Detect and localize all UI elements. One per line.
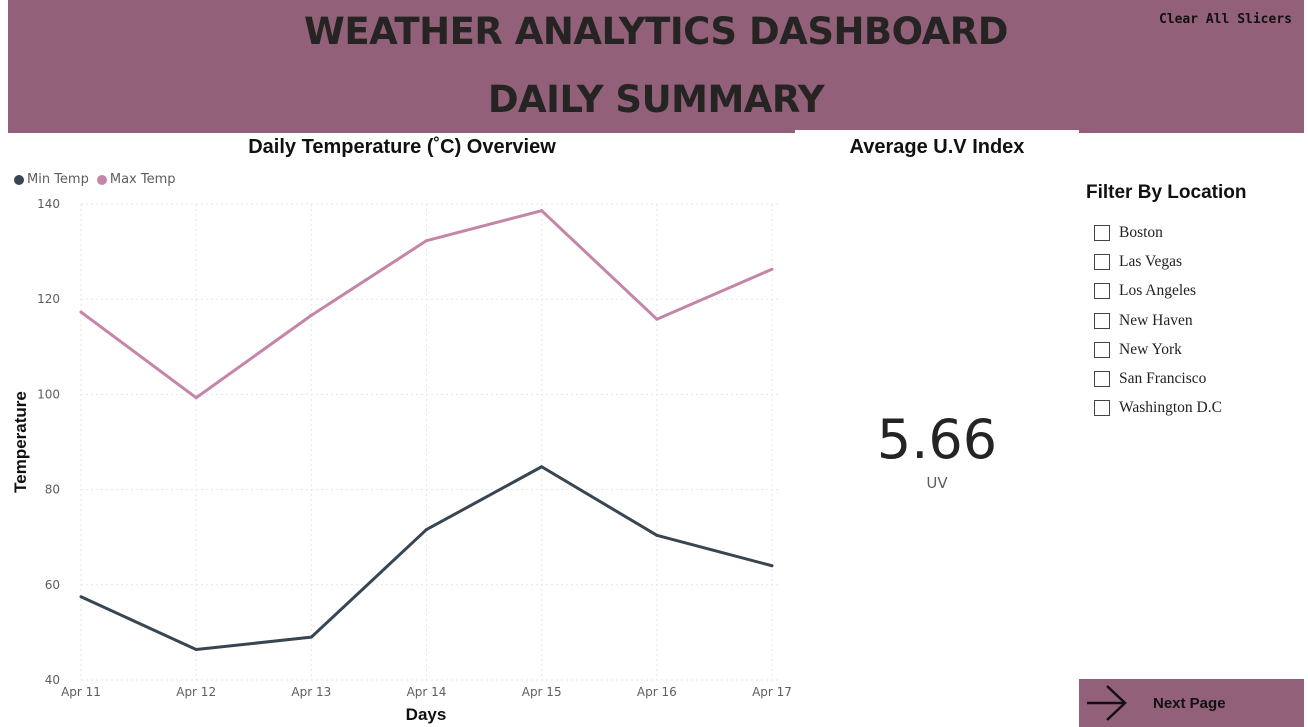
filter-item-label: New Haven [1119, 311, 1193, 329]
checkbox[interactable] [1094, 224, 1110, 241]
data-point [655, 317, 659, 321]
data-point [79, 310, 83, 314]
x-tick-label: Apr 12 [176, 685, 216, 699]
chart-legend: Min Temp Max Temp [14, 172, 176, 187]
x-tick-label: Apr 16 [637, 685, 677, 699]
uv-card-title: Average U.V Index [849, 136, 1025, 158]
data-point [194, 648, 198, 652]
filter-item[interactable]: New York [1094, 335, 1222, 364]
data-point [540, 465, 544, 469]
filter-item[interactable]: Washington D.C [1094, 394, 1222, 423]
checkbox[interactable] [1094, 253, 1110, 270]
legend-marker-min [14, 174, 24, 185]
data-point [425, 239, 428, 243]
checkbox[interactable] [1094, 312, 1110, 329]
chart-title: Daily Temperature (˚C) Overview [248, 136, 556, 158]
x-tick-label: Apr 17 [752, 685, 792, 699]
temperature-line-chart: 40 60 80 100 120 140 Apr 11 Apr 12 Apr 13 Apr 14 A… [11, 197, 792, 724]
legend-item-max-temp[interactable]: Max Temp [96, 172, 176, 187]
legend-marker-max [96, 174, 107, 185]
legend-label-min: Min Temp [27, 172, 89, 187]
data-point [79, 595, 83, 599]
y-tick-label: 80 [45, 483, 60, 497]
uv-value: 5.66 [876, 408, 998, 471]
dashboard-title: WEATHER ANALYTICS DASHBOARD [304, 10, 1008, 53]
filter-item[interactable]: Las Vegas [1094, 247, 1222, 276]
clear-slicers-button[interactable]: Clear All Slicers [1158, 12, 1292, 27]
filter-item-label: Las Vegas [1119, 252, 1182, 270]
data-point [309, 635, 313, 639]
x-tick-label: Apr 14 [407, 685, 447, 699]
checkbox[interactable] [1094, 341, 1110, 358]
legend-item-min-temp[interactable]: Min Temp [14, 172, 89, 187]
dashboard-subtitle: DAILY SUMMARY [487, 78, 825, 121]
data-point [655, 533, 659, 537]
filter-item-label: Washington D.C [1119, 399, 1222, 417]
checkbox[interactable] [1094, 371, 1110, 388]
y-axis-title: Temperature [11, 391, 30, 493]
filter-item-label: San Francisco [1119, 370, 1207, 388]
y-tick-label: 40 [45, 673, 60, 687]
checkbox[interactable] [1094, 283, 1110, 300]
data-point [540, 209, 544, 213]
data-point [194, 396, 198, 400]
filter-item[interactable]: Boston [1094, 218, 1222, 247]
data-point [309, 313, 313, 317]
y-tick-label: 100 [37, 387, 60, 401]
y-tick-label: 120 [37, 292, 60, 306]
filter-item[interactable]: New Haven [1094, 306, 1222, 335]
y-tick-label: 60 [45, 578, 60, 592]
y-tick-label: 140 [37, 197, 60, 211]
uv-label: UV [926, 474, 948, 492]
x-tick-label: Apr 11 [61, 685, 101, 699]
x-axis-title: Days [406, 705, 447, 724]
arrow-right-icon [1087, 685, 1127, 721]
x-tick-label: Apr 13 [291, 685, 331, 699]
data-point [425, 528, 428, 532]
next-page-label: Next Page [1153, 695, 1226, 712]
filter-title: Filter By Location [1086, 182, 1247, 203]
filter-item-label: New York [1119, 340, 1182, 358]
location-filter-list: Boston Las Vegas Los Angeles New Haven New Y… [1094, 218, 1222, 423]
filter-item[interactable]: Los Angeles [1094, 277, 1222, 306]
checkbox[interactable] [1094, 400, 1110, 417]
x-tick-label: Apr 15 [522, 685, 562, 699]
filter-item-label: Los Angeles [1119, 282, 1197, 300]
data-point [770, 564, 774, 568]
next-page-button[interactable]: Next Page [1079, 679, 1304, 727]
filter-item-label: Boston [1119, 223, 1163, 241]
header-banner: WEATHER ANALYTICS DASHBOARD DAILY SUMMAR… [8, 0, 1304, 133]
data-point [770, 267, 774, 271]
filter-item[interactable]: San Francisco [1094, 364, 1222, 393]
legend-label-max: Max Temp [109, 172, 176, 187]
header-divider [795, 130, 1079, 134]
